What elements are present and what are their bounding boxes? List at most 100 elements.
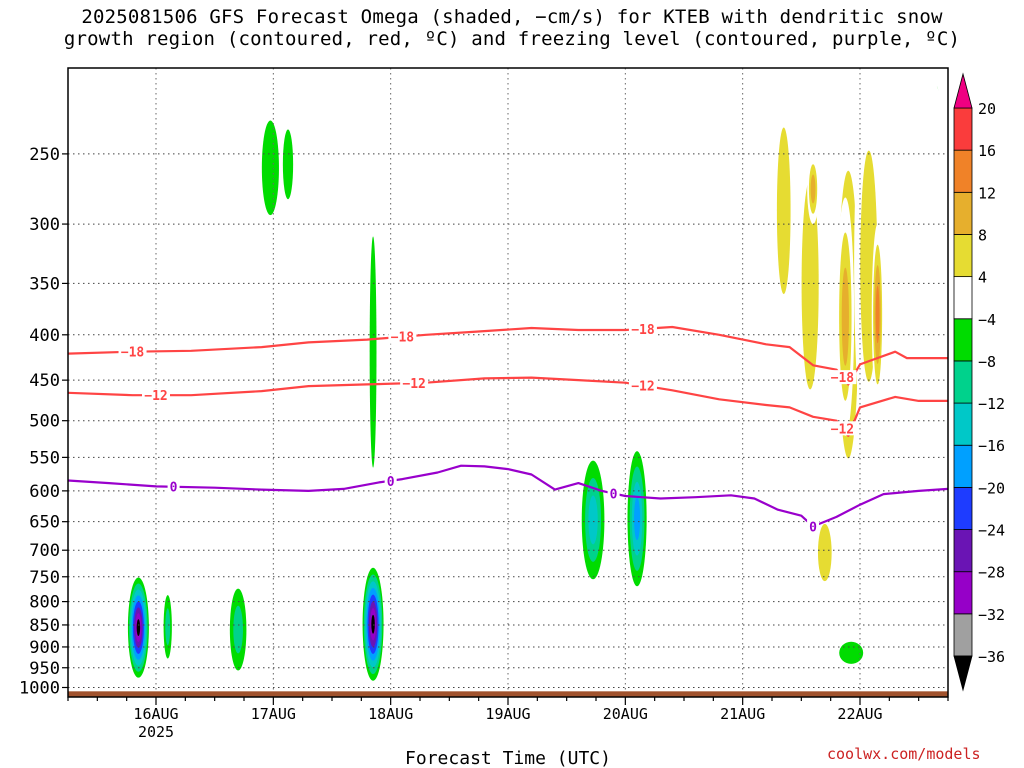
colorbar-bottom-triangle (953, 655, 973, 692)
surface-ground (68, 691, 948, 697)
omega-cell-25-3 (875, 285, 880, 344)
omega-cell-11-1 (839, 641, 864, 664)
omega-cell-27-0 (461, 435, 473, 465)
y-tick-label-300: 300 (29, 215, 60, 235)
colorbar-label-10: −24 (978, 522, 1005, 540)
omega-cell-21-1 (817, 523, 832, 582)
omega-cell-18-1 (776, 127, 791, 295)
omega-cell-33-0 (179, 566, 192, 577)
contour-label-bg-2-0 (167, 479, 180, 494)
x-tick-label-22AUG: 22AUG (837, 705, 882, 723)
contour-label-2-0: 0 (170, 481, 178, 496)
omega-cell-5-1 (261, 120, 279, 216)
omega-cell-17-0 (637, 104, 655, 237)
contour-label-2-1: 0 (387, 475, 395, 490)
contour-label-bg-1-3 (828, 421, 857, 436)
contour-label-bg-1-1 (400, 376, 429, 391)
colorbar-bin-0 (953, 613, 973, 657)
colorbar-bin-9 (953, 234, 973, 278)
colorbar-bin-8 (953, 276, 973, 320)
omega-cell-13-0 (425, 260, 444, 478)
colorbar-bin-2 (953, 529, 973, 573)
omega-cell-3-8 (371, 614, 375, 634)
omega-cell-32-0 (208, 224, 221, 354)
colorbar-label-7: −12 (978, 395, 1005, 413)
omega-cell-30-0 (85, 197, 92, 273)
colorbar-bin-1 (953, 571, 973, 615)
contour-label-0-0: −18 (121, 346, 145, 361)
colorbar-label-5: −4 (978, 311, 996, 329)
colorbar-label-0: 20 (978, 100, 996, 118)
colorbar-bin-7 (953, 318, 973, 362)
colorbar-label-12: −32 (978, 606, 1005, 624)
colorbar-label-4: 4 (978, 269, 987, 287)
y-tick-label-650: 650 (29, 513, 60, 533)
x-tick-label-19AUG: 19AUG (485, 705, 530, 723)
contour-label-bg-1-2 (628, 378, 657, 393)
contour-label-1-1: −12 (402, 377, 425, 392)
title-line-2: growth region (contoured, red, ºC) and f… (63, 28, 961, 50)
contour-label-bg-0-2 (628, 321, 657, 336)
x-tick-label-16AUG: 16AUG (133, 705, 178, 723)
omega-cell-16-0 (543, 68, 567, 225)
y-tick-label-500: 500 (29, 412, 60, 432)
contour-label-2-2: 0 (610, 487, 618, 502)
contour-label-0-2: −18 (631, 323, 655, 338)
y-tick-label-950: 950 (29, 659, 60, 679)
contour-label-bg-2-1 (384, 473, 397, 488)
contour-label-1-0: −12 (144, 389, 167, 404)
y-tick-label-250: 250 (29, 145, 60, 165)
omega-cell-8-4 (634, 497, 641, 541)
colorbar-bin-11 (953, 149, 973, 193)
title-line-1: 2025081506 GFS Forecast Omega (shaded, −… (81, 6, 943, 28)
contour-label-1-3: −12 (831, 422, 854, 437)
colorbar-label-8: −16 (978, 437, 1005, 455)
omega-cell-7-3 (588, 495, 598, 545)
omega-cell-19-1 (801, 179, 819, 390)
omega-cell-26-0 (895, 68, 948, 261)
x-tick-label-20AUG: 20AUG (603, 705, 648, 723)
omega-cell-23-2 (841, 267, 849, 366)
colorbar: 20 16 12 8 4 −4 −8 −12 −16 −20 −24 −28 −32 −36 (953, 72, 1005, 692)
y-tick-label-400: 400 (29, 326, 60, 346)
colorbar-label-1: 16 (978, 142, 996, 160)
colorbar-bin-10 (953, 191, 973, 235)
omega-cell-4-1 (369, 236, 377, 468)
colorbar-bin-5 (953, 402, 973, 446)
contour-label-bg-2-3 (807, 519, 820, 534)
y-tick-label-350: 350 (29, 274, 60, 294)
contour-label-1-2: −12 (631, 380, 654, 395)
y-tick-label-700: 700 (29, 541, 60, 561)
colorbar-top-triangle (953, 72, 973, 109)
colorbar-bin-3 (953, 486, 973, 530)
contour-label-0-3: −18 (831, 371, 855, 386)
chart-title: 2025081506 GFS Forecast Omega (shaded, −… (0, 6, 1024, 50)
omega-cell-20-2 (810, 174, 816, 204)
omega-cell-6-1 (282, 129, 294, 200)
colorbar-label-13: −36 (978, 648, 1005, 666)
omega-cell-0-8 (136, 619, 141, 636)
colorbar-label-3: 8 (978, 226, 987, 244)
colorbar-bin-6 (953, 360, 973, 404)
y-tick-label-800: 800 (29, 593, 60, 613)
omega-cell-1-2 (165, 608, 171, 646)
omega-cell-15-0 (332, 153, 347, 363)
contour-label-2-3: 0 (809, 520, 817, 535)
contour-label-bg-0-1 (388, 329, 417, 344)
colorbar-label-2: 12 (978, 184, 996, 202)
colorbar-bin-12 (953, 107, 973, 151)
temperature-contours: −18 −18 −18 −18 −12 −12 −12 −12 0 0 0 0 (68, 321, 948, 535)
contour-label-bg-2-2 (607, 486, 620, 501)
grid-lines (68, 68, 948, 697)
omega-shading (85, 68, 948, 688)
y-tick-label-600: 600 (29, 482, 60, 502)
contour-line-2 (68, 464, 948, 528)
y-axis: 2503003504004505005506006507007508008509… (19, 145, 68, 698)
contour-label-bg-0-0 (118, 344, 147, 359)
colorbar-label-6: −8 (978, 353, 996, 371)
omega-cell-28-0 (631, 646, 638, 680)
credit-link[interactable]: coolwx.com/models (827, 745, 981, 763)
y-tick-label-550: 550 (29, 448, 60, 468)
surface-band (68, 691, 948, 697)
x-axis-label: Forecast Time (UTC) (405, 748, 611, 768)
